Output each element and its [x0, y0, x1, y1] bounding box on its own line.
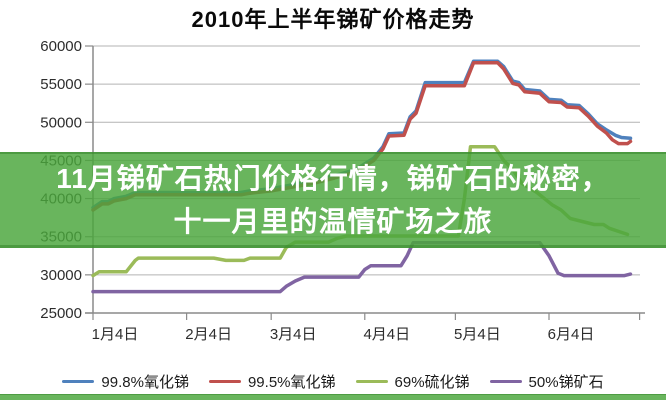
legend-item: 69%硫化锑: [355, 371, 470, 392]
x-axis-label: 2月4日: [185, 326, 232, 343]
series-line-50%锑矿石: [91, 241, 633, 294]
y-axis-label: 60000: [40, 38, 82, 55]
legend-item: 99.5%氧化锑: [208, 371, 336, 392]
x-axis-label: 1月4日: [92, 326, 139, 343]
legend-label: 99.5%氧化锑: [247, 373, 336, 391]
legend-swatch: [489, 379, 522, 383]
overlay-banner-line1: 11月锑矿石热门价格行情，锑矿石的秘密，: [56, 162, 610, 194]
legend-label: 50%锑矿石: [528, 373, 604, 391]
legend-swatch: [355, 379, 388, 383]
legend-item: 50%锑矿石: [489, 371, 604, 392]
x-axis-label: 5月4日: [454, 326, 501, 343]
x-axis-label: 6月4日: [548, 326, 595, 343]
y-axis-label: 50000: [40, 114, 82, 131]
bottom-green-strip: [0, 394, 666, 400]
x-axis-label: 3月4日: [270, 326, 317, 343]
overlay-banner-line2: 十一月里的温情矿场之旅: [173, 205, 493, 237]
overlay-banner: 11月锑矿石热门价格行情，锑矿石的秘密， 十一月里的温情矿场之旅: [0, 152, 666, 248]
legend-item: 99.8%氧化锑: [62, 371, 189, 392]
chart-legend: 99.8%氧化锑 99.5%氧化锑 69%硫化锑 50%锑矿石: [0, 368, 666, 394]
legend-swatch: [208, 379, 241, 383]
legend-label: 69%硫化锑: [394, 373, 470, 391]
legend-label: 99.8%氧化锑: [101, 373, 189, 391]
y-axis-label: 55000: [40, 76, 82, 93]
y-axis-label: 25000: [40, 305, 82, 322]
chart-title: 2010年上半年锑矿价格走势: [191, 7, 475, 32]
y-axis-label: 30000: [40, 267, 82, 284]
x-axis-label: 4月4日: [363, 326, 410, 343]
legend-swatch: [62, 379, 95, 383]
